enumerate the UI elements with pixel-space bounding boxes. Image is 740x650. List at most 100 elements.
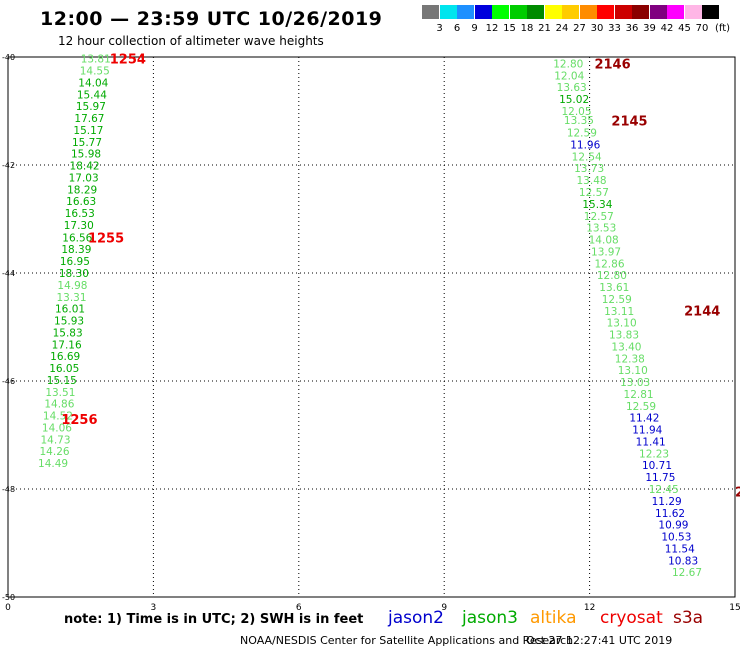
wave-height-label: 12.45 xyxy=(649,484,679,496)
wave-height-label: 14.55 xyxy=(80,66,110,78)
wave-height-label: 17.03 xyxy=(69,172,99,184)
wave-height-label: 12.54 xyxy=(572,151,602,163)
legend-swatch xyxy=(457,5,474,19)
wave-height-label: 12.05 xyxy=(561,106,591,118)
legend-swatch xyxy=(597,5,614,19)
y-tick-label: -50 xyxy=(2,593,15,602)
wave-height-label: 12.80 xyxy=(597,270,627,282)
legend-swatch xyxy=(702,5,719,19)
legend-swatch xyxy=(509,5,527,19)
legend-label: 30 xyxy=(590,23,604,34)
wave-height-label: 13.97 xyxy=(591,246,621,258)
map-frame xyxy=(7,56,736,598)
wave-height-label: 11.62 xyxy=(655,508,685,520)
wave-height-label: 18.39 xyxy=(61,244,91,256)
legend-label: 3 xyxy=(436,23,443,34)
wave-height-label: 16.01 xyxy=(55,304,85,316)
legend-label: 33 xyxy=(608,23,621,34)
satellite-label: cryosat xyxy=(600,608,663,628)
wave-height-label: 12.81 xyxy=(624,389,654,401)
wave-height-label: 11.29 xyxy=(652,496,682,508)
pass-time-label: 2146 xyxy=(594,57,630,72)
wave-height-label: 15.97 xyxy=(76,101,106,113)
legend-swatch xyxy=(579,5,597,19)
wave-height-label: 13.51 xyxy=(45,387,75,399)
wave-height-label: 15.34 xyxy=(582,199,612,211)
x-tick-label: 0 xyxy=(5,603,11,613)
wave-height-label: 12.23 xyxy=(639,448,669,460)
wave-height-label: 13.11 xyxy=(604,306,634,318)
wave-height-label: 14.08 xyxy=(589,235,619,247)
wave-height-label: 13.83 xyxy=(609,330,639,342)
x-tick-label: 9 xyxy=(441,603,447,613)
legend-swatch xyxy=(492,5,509,19)
wave-height-label: 13.61 xyxy=(599,282,629,294)
legend-label: 70 xyxy=(695,23,709,34)
wave-height-label: 13.73 xyxy=(574,163,604,175)
wave-height-label: 15.17 xyxy=(73,125,103,137)
satellite-label: jason2 xyxy=(388,608,444,628)
y-tick-label: -42 xyxy=(2,161,15,170)
wave-height-label: 16.69 xyxy=(50,351,80,363)
wave-height-label: 14.26 xyxy=(40,446,70,458)
x-tick-label: 12 xyxy=(584,603,595,613)
wave-height-label: 10.99 xyxy=(658,520,688,532)
wave-height-label: 15.15 xyxy=(47,375,77,387)
legend-label: 12 xyxy=(485,23,499,34)
wave-height-label: 15.98 xyxy=(71,149,101,161)
y-tick-label: -44 xyxy=(2,269,15,278)
legend-swatch xyxy=(562,5,579,19)
legend-label: 18 xyxy=(520,23,534,34)
wave-height-label: 12.57 xyxy=(584,211,614,223)
wave-height-label: 13.03 xyxy=(620,377,650,389)
legend-label: 24 xyxy=(555,23,569,34)
wave-height-label: 17.30 xyxy=(64,220,94,232)
map-title: 12:00 — 23:59 UTC 10/26/2019 xyxy=(40,8,383,30)
wave-height-label: 15.44 xyxy=(77,89,107,101)
wave-height-label: 10.83 xyxy=(668,555,698,567)
wave-height-label: 12.59 xyxy=(602,294,632,306)
legend-swatch xyxy=(544,5,562,19)
legend-swatch xyxy=(632,5,649,19)
wave-height-label: 13.53 xyxy=(586,223,616,235)
legend-label: 9 xyxy=(471,23,478,34)
legend-swatch xyxy=(527,5,544,19)
wave-height-label: 11.94 xyxy=(632,425,662,437)
wave-height-label: 13.31 xyxy=(56,292,86,304)
y-tick-label: -48 xyxy=(2,485,15,494)
wave-height-label: 11.41 xyxy=(636,436,666,448)
wave-height-label: 12.59 xyxy=(626,401,656,413)
footer-note: note: 1) Time is in UTC; 2) SWH is in fe… xyxy=(64,612,364,627)
wave-height-label: 15.02 xyxy=(559,94,589,106)
wave-height-label: 18.29 xyxy=(67,184,97,196)
footer-timestamp: Oct 27 12:27:41 UTC 2019 xyxy=(526,634,673,647)
wave-height-label: 11.75 xyxy=(645,472,675,484)
wave-height-label: 11.96 xyxy=(570,139,600,151)
wave-height-label: 18.42 xyxy=(70,161,100,173)
legend-label: 21 xyxy=(538,23,551,34)
wave-height-label: 14.98 xyxy=(57,280,87,292)
wave-height-label: 16.53 xyxy=(65,208,95,220)
wave-height-label: 12.67 xyxy=(672,567,702,579)
legend-swatch xyxy=(439,5,457,19)
wave-height-label: 16.95 xyxy=(60,256,90,268)
pass-time-label: 2143 xyxy=(735,486,740,501)
wave-height-label: 14.49 xyxy=(38,458,68,470)
legend-label: 39 xyxy=(643,23,656,34)
wave-height-label: 13.40 xyxy=(611,341,641,353)
wave-height-label: 15.93 xyxy=(54,316,84,328)
legend-label: 42 xyxy=(660,23,674,34)
legend-swatch xyxy=(684,5,702,19)
pass-time-label: 2144 xyxy=(684,304,720,319)
wave-height-label: 14.86 xyxy=(44,399,74,411)
wave-height-label: 10.71 xyxy=(642,460,672,472)
wave-height-label: 12.57 xyxy=(579,187,609,199)
wave-height-label: 13.48 xyxy=(577,175,607,187)
wave-height-label: 10.53 xyxy=(661,532,691,544)
wave-height-label: 14.04 xyxy=(78,77,108,89)
wave-height-label: 16.05 xyxy=(49,363,79,375)
map-subtitle: 12 hour collection of altimeter wave hei… xyxy=(58,34,324,48)
wave-height-label: 11.42 xyxy=(629,413,659,425)
wave-height-label: 17.16 xyxy=(52,339,82,351)
